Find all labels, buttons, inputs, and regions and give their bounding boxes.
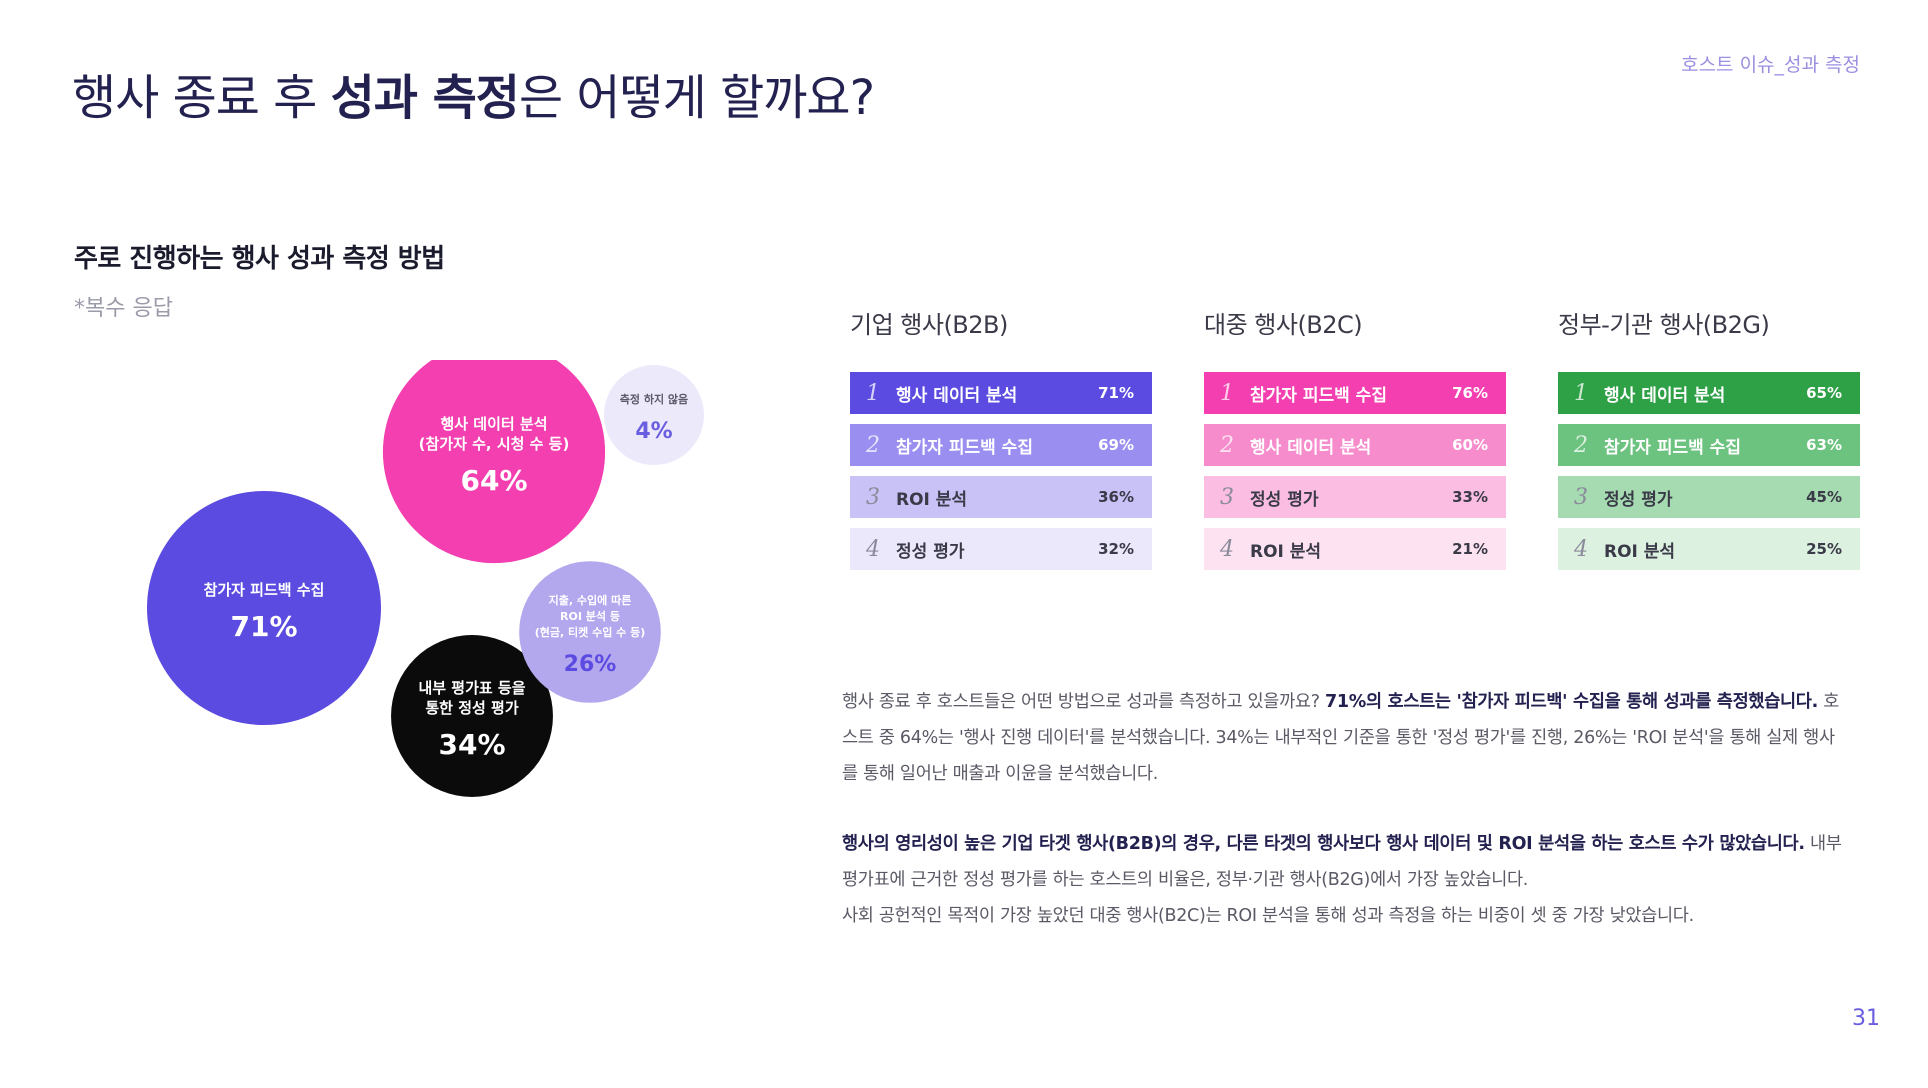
rank-value: 65% [1806, 384, 1842, 402]
rank-label: 정성 평가 [1250, 489, 1319, 510]
rank-number: 4 [1574, 536, 1588, 562]
bubble-value: 34% [438, 728, 505, 761]
rank-number: 2 [1574, 432, 1588, 458]
rank-number: 4 [866, 536, 880, 562]
rank-value: 32% [1098, 540, 1134, 558]
rank-number: 1 [1574, 380, 1588, 406]
bubble-circle [382, 360, 606, 564]
section-tag: 호스트 이슈_성과 측정 [1681, 54, 1860, 76]
bubble-value: 4% [635, 419, 672, 444]
bubble-data-analysis: 행사 데이터 분석 (참가자 수, 시청 수 등) 64% [382, 360, 606, 564]
rank-label: 행사 데이터 분석 [896, 385, 1018, 406]
table-row: 2 참가자 피드백 수집 63% [1558, 424, 1860, 466]
rank-number: 1 [1220, 380, 1234, 406]
rank-label: 정성 평가 [896, 541, 965, 562]
rank-number: 3 [1574, 484, 1588, 510]
rank-value: 60% [1452, 436, 1488, 454]
bubble-value: 71% [230, 610, 297, 643]
b2c-table: 1 참가자 피드백 수집 76% 2 행사 데이터 분석 60% 3 정성 평가 33% 4 ROI… [1204, 372, 1506, 580]
page-number: 31 [1852, 1006, 1880, 1031]
body-p2-c: 사회 공헌적인 목적이 가장 높았던 대중 행사(B2C)는 ROI 분석을 통… [842, 906, 1694, 926]
bubble-value: 26% [564, 652, 617, 677]
rank-value: 69% [1098, 436, 1134, 454]
rank-value: 33% [1452, 488, 1488, 506]
table-row: 1 행사 데이터 분석 65% [1558, 372, 1860, 414]
rank-value: 76% [1452, 384, 1488, 402]
rank-label: ROI 분석 [896, 489, 968, 510]
b2g-table: 1 행사 데이터 분석 65% 2 참가자 피드백 수집 63% 3 정성 평가 45% 4 ROI… [1558, 372, 1860, 580]
title-part1: 행사 종료 후 [72, 70, 331, 126]
page-title: 행사 종료 후 성과 측정은 어떻게 할까요? [72, 58, 875, 128]
bubble-circle [604, 365, 704, 465]
rank-label: 참가자 피드백 수집 [896, 437, 1033, 458]
bubble-label: 지출, 수입에 따른 [549, 593, 632, 607]
rank-number: 3 [866, 484, 880, 510]
body-p1-b: 71%의 호스트는 '참가자 피드백' 수집을 통해 성과를 측정했습니다. [1324, 692, 1818, 712]
body-p2-b: 내부 평가표에 근거한 정성 평가를 하는 호스트의 비율은, 정부·기관 행사… [842, 834, 1842, 890]
rank-value: 71% [1098, 384, 1134, 402]
rank-number: 2 [1220, 432, 1234, 458]
rank-label: ROI 분석 [1250, 541, 1322, 562]
b2b-title: 기업 행사(B2B) [850, 311, 1008, 339]
bubble-circle [147, 491, 381, 725]
rank-value: 21% [1452, 540, 1488, 558]
bubble-roi: 지출, 수입에 따른 ROI 분석 등 (현금, 티켓 수입 수 등) 26% [519, 561, 661, 703]
rank-label: 참가자 피드백 수집 [1604, 437, 1741, 458]
bubble-label: 참가자 피드백 수집 [204, 581, 325, 599]
bubble-none: 측정 하지 않음 4% [604, 365, 704, 465]
bubble-feedback: 참가자 피드백 수집 71% [147, 491, 381, 725]
bubble-circle [519, 561, 661, 703]
title-part2: 은 어떻게 할까요? [518, 70, 875, 126]
b2g-title: 정부-기관 행사(B2G) [1558, 311, 1770, 339]
table-row: 3 ROI 분석 36% [850, 476, 1152, 518]
rank-label: 참가자 피드백 수집 [1250, 385, 1387, 406]
rank-number: 3 [1220, 484, 1234, 510]
table-row: 2 행사 데이터 분석 60% [1204, 424, 1506, 466]
chart-note: *복수 응답 [74, 296, 173, 321]
bubble-circle [391, 635, 553, 797]
table-row: 3 정성 평가 45% [1558, 476, 1860, 518]
bubble-label: 측정 하지 않음 [620, 392, 688, 406]
bubble-label: 내부 평가표 등을 [418, 679, 525, 697]
body-p2-a: 행사의 영리성이 높은 기업 타겟 행사(B2B)의 경우, 다른 타겟의 행사… [842, 834, 1805, 854]
rank-number: 4 [1220, 536, 1234, 562]
bubble-label: ROI 분석 등 [560, 609, 620, 623]
rank-value: 36% [1098, 488, 1134, 506]
rank-number: 1 [866, 380, 880, 406]
body-paragraph-2: 행사의 영리성이 높은 기업 타겟 행사(B2B)의 경우, 다른 타겟의 행사… [842, 826, 1842, 934]
body-paragraph-1: 행사 종료 후 호스트들은 어떤 방법으로 성과를 측정하고 있을까요? 71%… [842, 684, 1842, 792]
table-row: 1 행사 데이터 분석 71% [850, 372, 1152, 414]
rank-value: 25% [1806, 540, 1842, 558]
table-row: 4 ROI 분석 25% [1558, 528, 1860, 570]
rank-label: 행사 데이터 분석 [1250, 437, 1372, 458]
table-row: 4 정성 평가 32% [850, 528, 1152, 570]
rank-label: ROI 분석 [1604, 541, 1676, 562]
rank-value: 63% [1806, 436, 1842, 454]
rank-value: 45% [1806, 488, 1842, 506]
bubble-label: 행사 데이터 분석 [440, 415, 547, 433]
body-p1-c: 호스트 중 64%는 '행사 진행 데이터'를 분석했습니다. 34%는 내부적… [842, 692, 1840, 784]
body-p1-a: 행사 종료 후 호스트들은 어떤 방법으로 성과를 측정하고 있을까요? [842, 692, 1325, 712]
bubble-value: 64% [460, 464, 527, 497]
bubble-label: 통한 정성 평가 [425, 699, 518, 717]
b2c-title: 대중 행사(B2C) [1204, 311, 1363, 339]
table-row: 2 참가자 피드백 수집 69% [850, 424, 1152, 466]
rank-label: 정성 평가 [1604, 489, 1673, 510]
title-bold: 성과 측정 [330, 70, 520, 126]
table-row: 3 정성 평가 33% [1204, 476, 1506, 518]
table-row: 1 참가자 피드백 수집 76% [1204, 372, 1506, 414]
bubble-chart: 참가자 피드백 수집 71% 행사 데이터 분석 (참가자 수, 시청 수 등) 64%… [147, 360, 704, 797]
bubble-label: (참가자 수, 시청 수 등) [419, 435, 570, 453]
b2b-table: 1 행사 데이터 분석 71% 2 참가자 피드백 수집 69% 3 ROI 분석 36% 4 정성… [850, 372, 1152, 580]
table-row: 4 ROI 분석 21% [1204, 528, 1506, 570]
bubble-label: (현금, 티켓 수입 수 등) [535, 625, 646, 639]
chart-title: 주로 진행하는 행사 성과 측정 방법 [74, 244, 445, 274]
rank-number: 2 [866, 432, 880, 458]
rank-label: 행사 데이터 분석 [1604, 385, 1726, 406]
